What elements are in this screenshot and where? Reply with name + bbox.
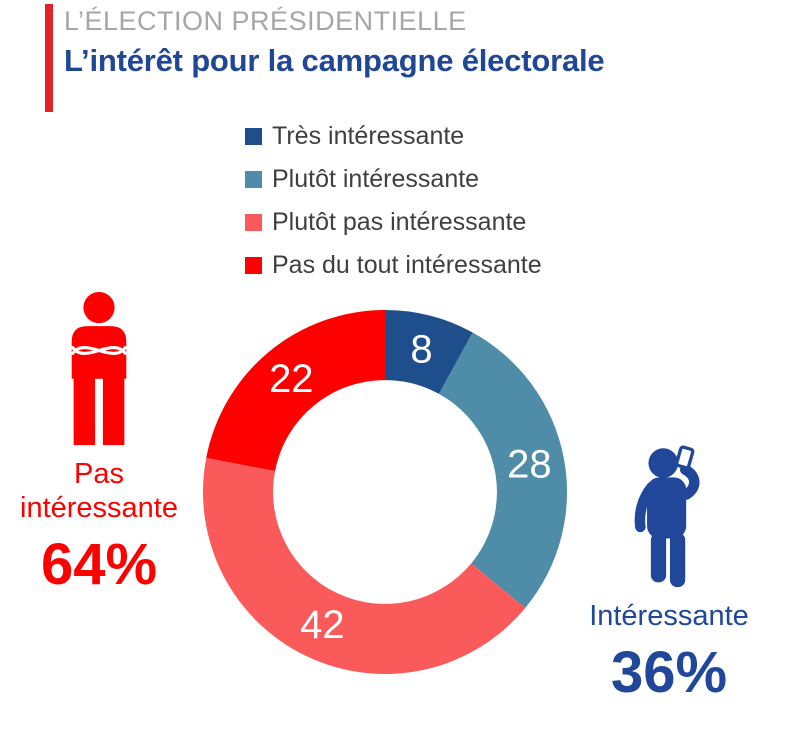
person-arms-crossed-icon [71,291,127,446]
legend-swatch [245,213,262,231]
legend-item: Plutôt intéressante [245,164,542,193]
legend-swatch [245,127,262,145]
legend-item: Plutôt pas intéressante [245,207,542,236]
person-drinking-icon [634,445,700,588]
slice-value-label: 22 [269,357,314,401]
slice-value-label: 42 [300,603,345,647]
legend-item: Pas du tout intéressante [245,250,542,279]
legend-swatch [245,170,262,188]
chart-legend: Très intéressante Plutôt intéressante Plut… [245,121,542,279]
legend-label: Pas du tout intéressante [272,250,542,279]
donut-slice-0 [385,310,473,394]
slice-value-label: 28 [507,442,551,486]
donut-slice-2 [203,457,526,674]
legend-item: Très intéressante [245,121,542,150]
annotation-interested: Intéressante 36% [563,443,775,702]
slide-kicker: L’ÉLECTION PRÉSIDENTIELLE [64,6,467,36]
slice-value-label: 8 [410,328,432,372]
donut-slice-1 [438,332,567,609]
legend-swatch [245,256,262,274]
page-title: L’intérêt pour la campagne électorale [64,43,605,78]
legend-label: Plutôt intéressante [272,164,480,193]
donut-chart: 8 28 42 22 [203,310,567,674]
annotation-not-interested: Pas intéressante 64% [0,290,198,594]
legend-label: Plutôt pas intéressante [272,207,527,236]
title-accent-bar [45,4,53,112]
annotation-value: 36% [610,640,728,706]
annotation-value: 64% [40,532,158,598]
annotation-label: Intéressante [589,600,749,632]
donut-slice-3 [206,310,385,472]
annotation-label: Pas intéressante [20,458,178,525]
legend-label: Très intéressante [272,121,465,150]
